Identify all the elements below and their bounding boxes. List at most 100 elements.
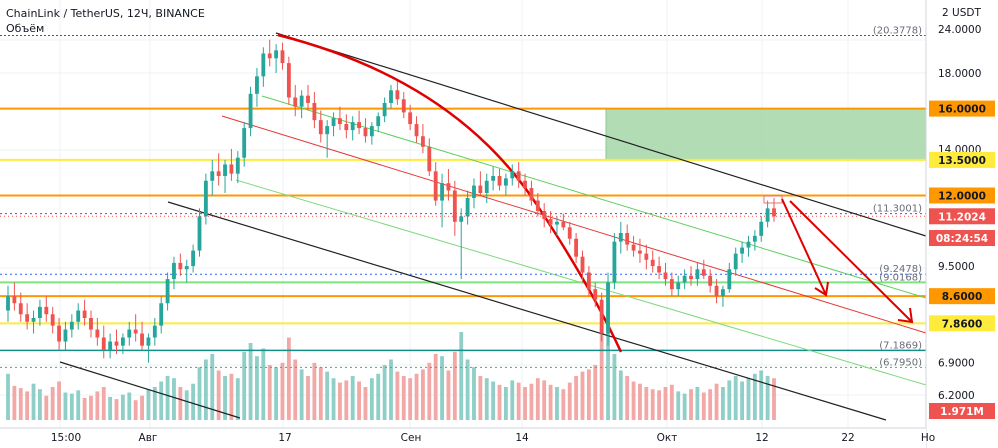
candle-body: [120, 337, 125, 346]
candle-body: [152, 325, 157, 338]
candle-body: [63, 329, 68, 342]
volume-bar: [631, 381, 636, 420]
level-label-inline: (9.0168): [879, 272, 922, 283]
candle-body: [299, 95, 304, 107]
volume-bar: [146, 389, 151, 420]
volume-bar: [312, 362, 317, 420]
candle-body: [408, 112, 413, 125]
candle-body: [203, 180, 208, 217]
green-midline-lower: [235, 179, 927, 386]
volume-bar: [318, 367, 323, 420]
level-label-inline: (11.3001): [873, 204, 922, 215]
chart-header: ChainLink / TetherUS, 12Ч, BINANCE Объём: [6, 7, 205, 35]
candle-body: [644, 253, 649, 260]
candle-body: [114, 341, 119, 346]
volume-bar: [50, 387, 55, 420]
candle-body: [695, 269, 700, 280]
candle-body: [286, 63, 291, 98]
volume-bar: [650, 389, 655, 420]
volume-bar: [561, 389, 566, 420]
candle-body: [472, 185, 476, 199]
candle-body: [18, 303, 23, 315]
volume-bar: [459, 332, 464, 420]
volume-bar: [178, 387, 183, 420]
price-axis[interactable]: 2 USDT24.000018.000014.00009.50006.90006…: [873, 0, 998, 448]
time-axis[interactable]: 15:00 Авг 17 Сен 14 Окт 12 22 Но: [0, 427, 935, 448]
candle-body: [267, 53, 272, 59]
volume-bar: [140, 395, 144, 420]
volume-bar: [57, 381, 61, 420]
candle-body: [306, 95, 310, 103]
candle-body: [561, 221, 566, 228]
volume-indicator-label: Объём: [6, 22, 44, 35]
level-label-orange: 16.0000: [938, 104, 986, 116]
candle-body: [740, 247, 744, 254]
volume-bar: [369, 378, 374, 420]
candle-body: [274, 50, 279, 59]
candle-body: [567, 227, 572, 239]
candle-body: [440, 183, 444, 201]
candle-body: [433, 171, 438, 201]
resistance-zone: [605, 108, 927, 161]
volume-bar: [440, 356, 444, 420]
candle-body: [542, 210, 547, 220]
candle-body: [625, 232, 630, 245]
volume-bar: [472, 367, 476, 420]
volume-bar: [18, 388, 23, 420]
candle-body: [721, 289, 725, 297]
volume-bar: [165, 376, 170, 420]
candle-body: [529, 188, 534, 201]
volume-bar: [714, 383, 719, 420]
candle-body: [759, 221, 764, 236]
volume-bar: [331, 378, 336, 420]
candle-body: [376, 116, 381, 127]
level-label-orange-bg: [929, 288, 995, 305]
volume-bar: [708, 389, 713, 420]
volume-bar: [752, 373, 757, 420]
candle-body: [95, 329, 100, 338]
volume-bar: [389, 359, 393, 420]
volume-bar: [229, 373, 234, 420]
candle-body: [765, 208, 770, 222]
volume-bar: [491, 381, 496, 420]
candle-body: [452, 190, 457, 222]
candle-body: [165, 279, 170, 304]
level-label-yellow: 13.5000: [938, 155, 986, 167]
candle-body: [484, 180, 489, 193]
time-tick-label: Но: [921, 432, 935, 444]
volume-bar: [25, 391, 30, 420]
volume-bar: [120, 394, 125, 420]
volume-bar: [223, 376, 227, 420]
candle-body: [242, 128, 247, 158]
volume-bar: [548, 384, 553, 420]
candle-body: [427, 146, 432, 172]
candle-body: [146, 337, 151, 346]
candle-body: [325, 126, 330, 135]
candle-body: [752, 235, 757, 242]
time-tick-label: Окт: [657, 432, 678, 444]
candle-body: [82, 310, 87, 318]
volume-bar: [12, 385, 17, 420]
volume-bar: [127, 392, 132, 420]
volume-bar: [618, 370, 623, 420]
volume-bar: [363, 387, 368, 420]
volume-bar: [465, 359, 470, 420]
time-tick-label: 15:00: [51, 432, 81, 444]
volume-bar: [567, 382, 572, 420]
green-zone-box: [605, 108, 927, 161]
volume-bar: [535, 378, 540, 420]
volume-bar: [69, 393, 74, 420]
volume-bar: [338, 382, 342, 420]
candle-body: [178, 262, 183, 270]
candle-body: [574, 238, 579, 257]
forecast-arrow-2: [789, 200, 913, 323]
volume-bar: [638, 383, 642, 420]
price-tick-label: 18.0000: [938, 68, 981, 80]
candle-body: [255, 76, 259, 94]
volume-bar: [376, 373, 381, 420]
volume-bar: [299, 369, 304, 420]
candle-body: [261, 53, 266, 77]
candles: [6, 39, 776, 363]
